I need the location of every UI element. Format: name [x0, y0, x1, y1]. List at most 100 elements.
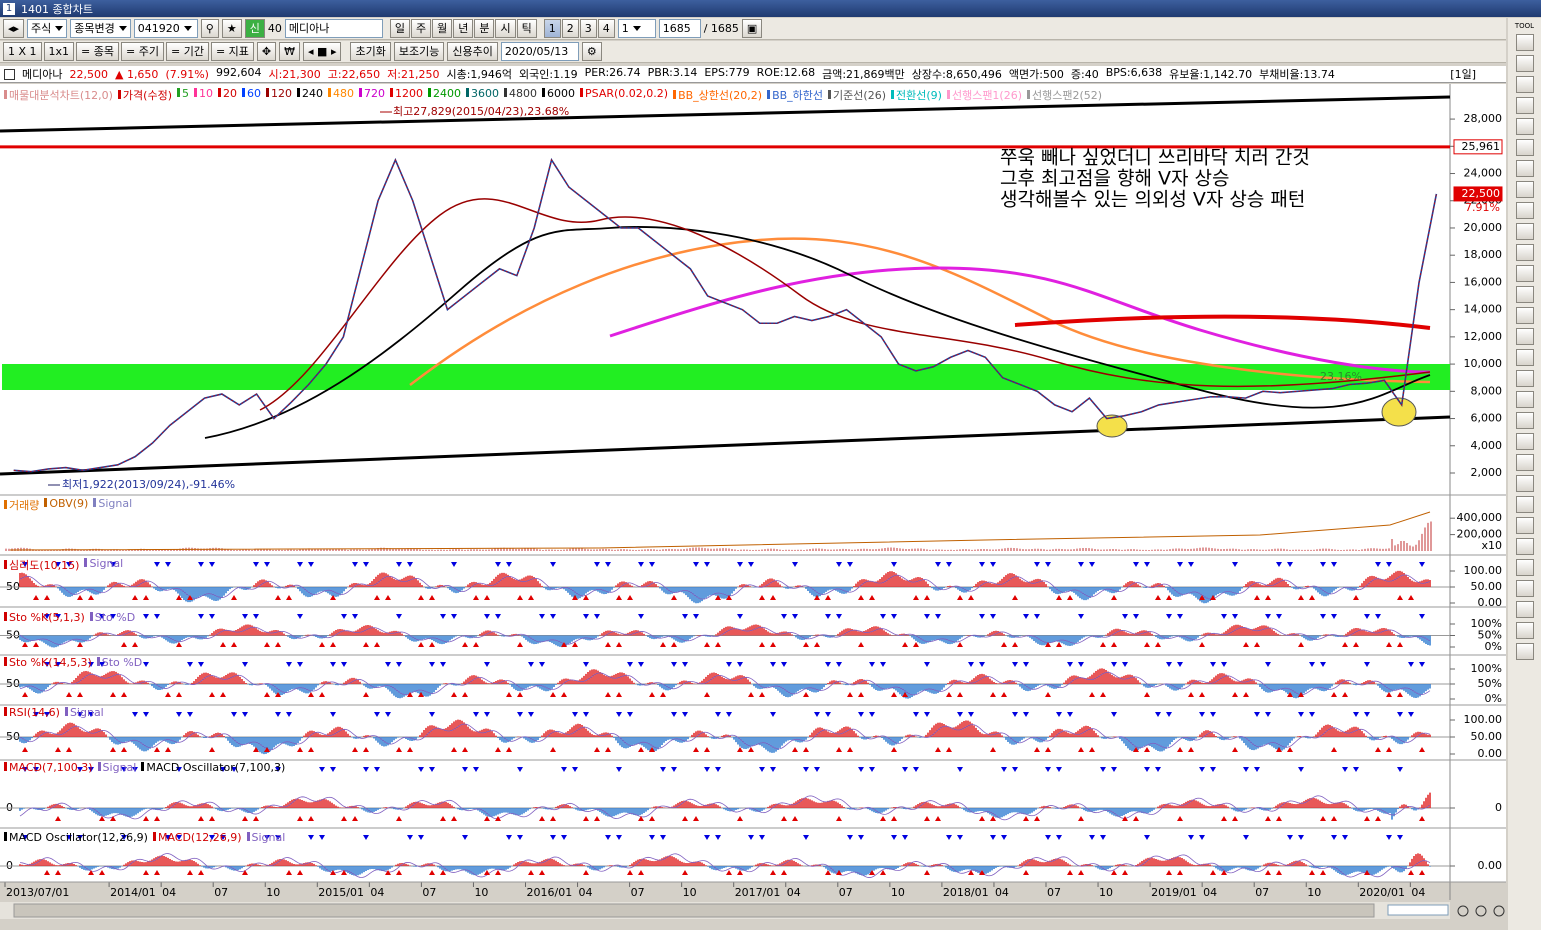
tool-icon[interactable]: [1515, 265, 1534, 282]
pane-label: MACD Oscillator(7,100,3): [141, 761, 285, 774]
tool-icon[interactable]: [1515, 433, 1534, 450]
signal-line: [19, 626, 1431, 645]
zoom-slider[interactable]: [1387, 904, 1449, 916]
bars-total: / 1685: [703, 22, 739, 35]
signal-line: [19, 574, 1431, 600]
period-button[interactable]: 월: [432, 19, 453, 38]
tool-icon[interactable]: [1515, 139, 1534, 156]
tool-icon[interactable]: [1515, 622, 1534, 639]
count-button[interactable]: 3: [579, 19, 597, 38]
obv-line: [9, 511, 1431, 551]
tool-icon[interactable]: [1515, 223, 1534, 240]
tool-icon[interactable]: [1515, 496, 1534, 513]
tool-icon[interactable]: [1515, 538, 1534, 555]
x-tick-label: 2015/01: [318, 886, 364, 899]
legend-item: 20: [218, 87, 237, 103]
code: 041920: [137, 22, 180, 35]
checkbox[interactable]: [4, 68, 15, 80]
layout-button[interactable]: = 종목: [76, 42, 120, 61]
resistance-trendline: [0, 95, 1451, 133]
settings-button[interactable]: ⚙: [581, 42, 602, 61]
layout-button[interactable]: = 주기: [121, 42, 164, 61]
layout-button[interactable]: 1x1: [43, 42, 75, 61]
action-button[interactable]: 초기화: [350, 42, 391, 61]
date-input[interactable]: 2020/05/13: [500, 42, 579, 61]
tool-icon[interactable]: [1515, 76, 1534, 93]
info-field: EPS:779: [704, 66, 750, 79]
legend-item: 120: [266, 87, 292, 103]
favorite-button[interactable]: ★: [221, 19, 242, 38]
tool-icon[interactable]: [1515, 160, 1534, 177]
period-button[interactable]: 주: [410, 19, 432, 38]
nav-button[interactable]: ◂ ■ ▸: [303, 42, 342, 61]
action-select[interactable]: 종목변경: [70, 19, 131, 38]
zoom-buttons[interactable]: [1457, 905, 1505, 917]
layout-button[interactable]: = 기간: [165, 42, 209, 61]
legend-item: 1200: [390, 87, 423, 103]
pane-tick-label: 100.00: [1464, 713, 1503, 726]
x-tick-label: 10: [1307, 886, 1321, 899]
bars-input[interactable]: 1685: [658, 19, 701, 38]
save-button[interactable]: ▣: [741, 19, 763, 38]
tool-icon[interactable]: [1515, 559, 1534, 576]
move-button[interactable]: ✥: [256, 42, 277, 61]
count-button[interactable]: 1: [543, 19, 561, 38]
pane-title: MACD Oscillator(12,26,9) MACD(12,26,9) Sig…: [4, 831, 285, 844]
x-tick-label: 04: [1411, 886, 1425, 899]
period-button[interactable]: 일: [389, 19, 410, 38]
pane-tick-label: 0.00: [1478, 747, 1503, 760]
period-button[interactable]: 시: [495, 19, 516, 38]
nav-button[interactable]: ◂▸: [3, 19, 25, 38]
pane-label: Signal: [65, 706, 104, 719]
unit-input[interactable]: 1: [617, 19, 656, 38]
tool-icon[interactable]: [1515, 328, 1534, 345]
tool-icon[interactable]: [1515, 454, 1534, 471]
x-tick-label: 07: [631, 886, 645, 899]
count-button[interactable]: 4: [597, 19, 615, 38]
layout-button[interactable]: 1 X 1: [3, 42, 42, 61]
tool-icon[interactable]: [1515, 55, 1534, 72]
action-button[interactable]: 보조기능: [393, 42, 445, 61]
new-tab-button[interactable]: 신: [244, 19, 265, 38]
legend-item: 10: [194, 87, 213, 103]
search-button[interactable]: ⚲: [200, 19, 219, 38]
scrollbar-thumb[interactable]: [13, 903, 1375, 918]
tool-icon[interactable]: [1515, 643, 1534, 660]
tool-icon[interactable]: [1515, 244, 1534, 261]
pane-label: Signal: [247, 831, 286, 844]
stock-name-input[interactable]: 메디아나: [284, 19, 383, 38]
tool-icon[interactable]: [1515, 349, 1534, 366]
period-button[interactable]: 틱: [516, 19, 537, 38]
tool-icon[interactable]: [1515, 181, 1534, 198]
tool-icon[interactable]: [1515, 34, 1534, 51]
x-tick-label: 04: [1203, 886, 1217, 899]
tool-icon[interactable]: [1515, 202, 1534, 219]
tool-icon[interactable]: [1515, 118, 1534, 135]
tool-icon[interactable]: [1515, 580, 1534, 597]
period-button[interactable]: 년: [453, 19, 474, 38]
info-field: 저:21,250: [387, 68, 440, 81]
tool-icon[interactable]: [1515, 286, 1534, 303]
layout-button[interactable]: = 지표: [210, 42, 254, 61]
legend-item: 선행스팬1(26): [947, 87, 1022, 103]
tool-icon[interactable]: [1515, 370, 1534, 387]
won-button[interactable]: ₩: [279, 42, 301, 61]
x-tick-label: 04: [579, 886, 593, 899]
support-trendline: [0, 415, 1451, 476]
tool-icon[interactable]: [1515, 307, 1534, 324]
group: 40: [267, 22, 282, 35]
action-button[interactable]: 신용추이: [447, 42, 498, 61]
code-input[interactable]: 041920: [133, 19, 198, 38]
period-button[interactable]: 분: [474, 19, 495, 38]
tool-icon[interactable]: [1515, 601, 1534, 618]
user-note: 그후 최고점을 향해 V자 상승: [1000, 168, 1229, 190]
tool-icon[interactable]: [1515, 412, 1534, 429]
y-tick-label: 8,000: [1471, 384, 1503, 397]
market-select[interactable]: 주식: [27, 19, 68, 38]
info-field: BPS:6,638: [1105, 66, 1163, 79]
tool-icon[interactable]: [1515, 517, 1534, 534]
count-button[interactable]: 2: [561, 19, 579, 38]
tool-icon[interactable]: [1515, 391, 1534, 408]
tool-icon[interactable]: [1515, 97, 1534, 114]
tool-icon[interactable]: [1515, 475, 1534, 492]
